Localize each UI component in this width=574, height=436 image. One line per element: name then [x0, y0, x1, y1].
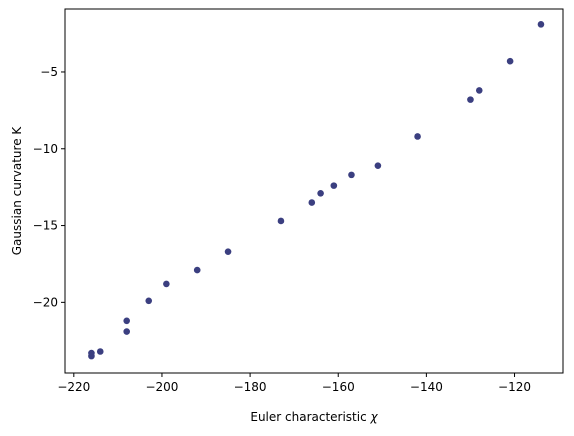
x-axis-label: Euler characteristic χ — [250, 410, 378, 424]
plot-frame — [64, 8, 564, 374]
data-point — [308, 199, 316, 206]
y-tick-label: −20 — [33, 295, 58, 309]
y-axis-ticks: −20 −15 −10 −5 — [33, 65, 65, 309]
y-axis-label: Gaussian curvature K — [10, 126, 24, 256]
data-point — [475, 87, 483, 94]
data-point — [506, 57, 514, 65]
data-point — [348, 171, 355, 179]
x-tick-label: −120 — [498, 380, 531, 394]
data-point — [224, 248, 232, 255]
data-point — [537, 21, 545, 28]
data-point — [193, 266, 201, 274]
x-tick-label: −160 — [322, 380, 355, 394]
data-point — [123, 317, 130, 325]
x-tick-label: −140 — [410, 380, 443, 394]
y-tick-label: −10 — [33, 142, 58, 156]
x-tick-label: −200 — [145, 380, 178, 394]
data-point — [317, 190, 324, 197]
data-point — [414, 133, 421, 140]
data-point — [88, 349, 95, 357]
data-point — [330, 182, 338, 189]
data-point — [467, 96, 474, 103]
x-tick-label: −180 — [234, 380, 267, 394]
x-axis-ticks: −220 −200 −180 −160 −140 −120 — [57, 373, 531, 394]
data-point — [145, 297, 153, 305]
data-point — [123, 328, 130, 335]
y-tick-label: −15 — [33, 219, 58, 233]
data-point — [163, 280, 170, 288]
data-point — [374, 162, 382, 169]
data-points — [88, 21, 545, 360]
data-point — [96, 348, 104, 355]
data-point — [277, 217, 285, 225]
x-tick-label: −220 — [57, 380, 90, 394]
y-tick-label: −5 — [40, 65, 58, 79]
